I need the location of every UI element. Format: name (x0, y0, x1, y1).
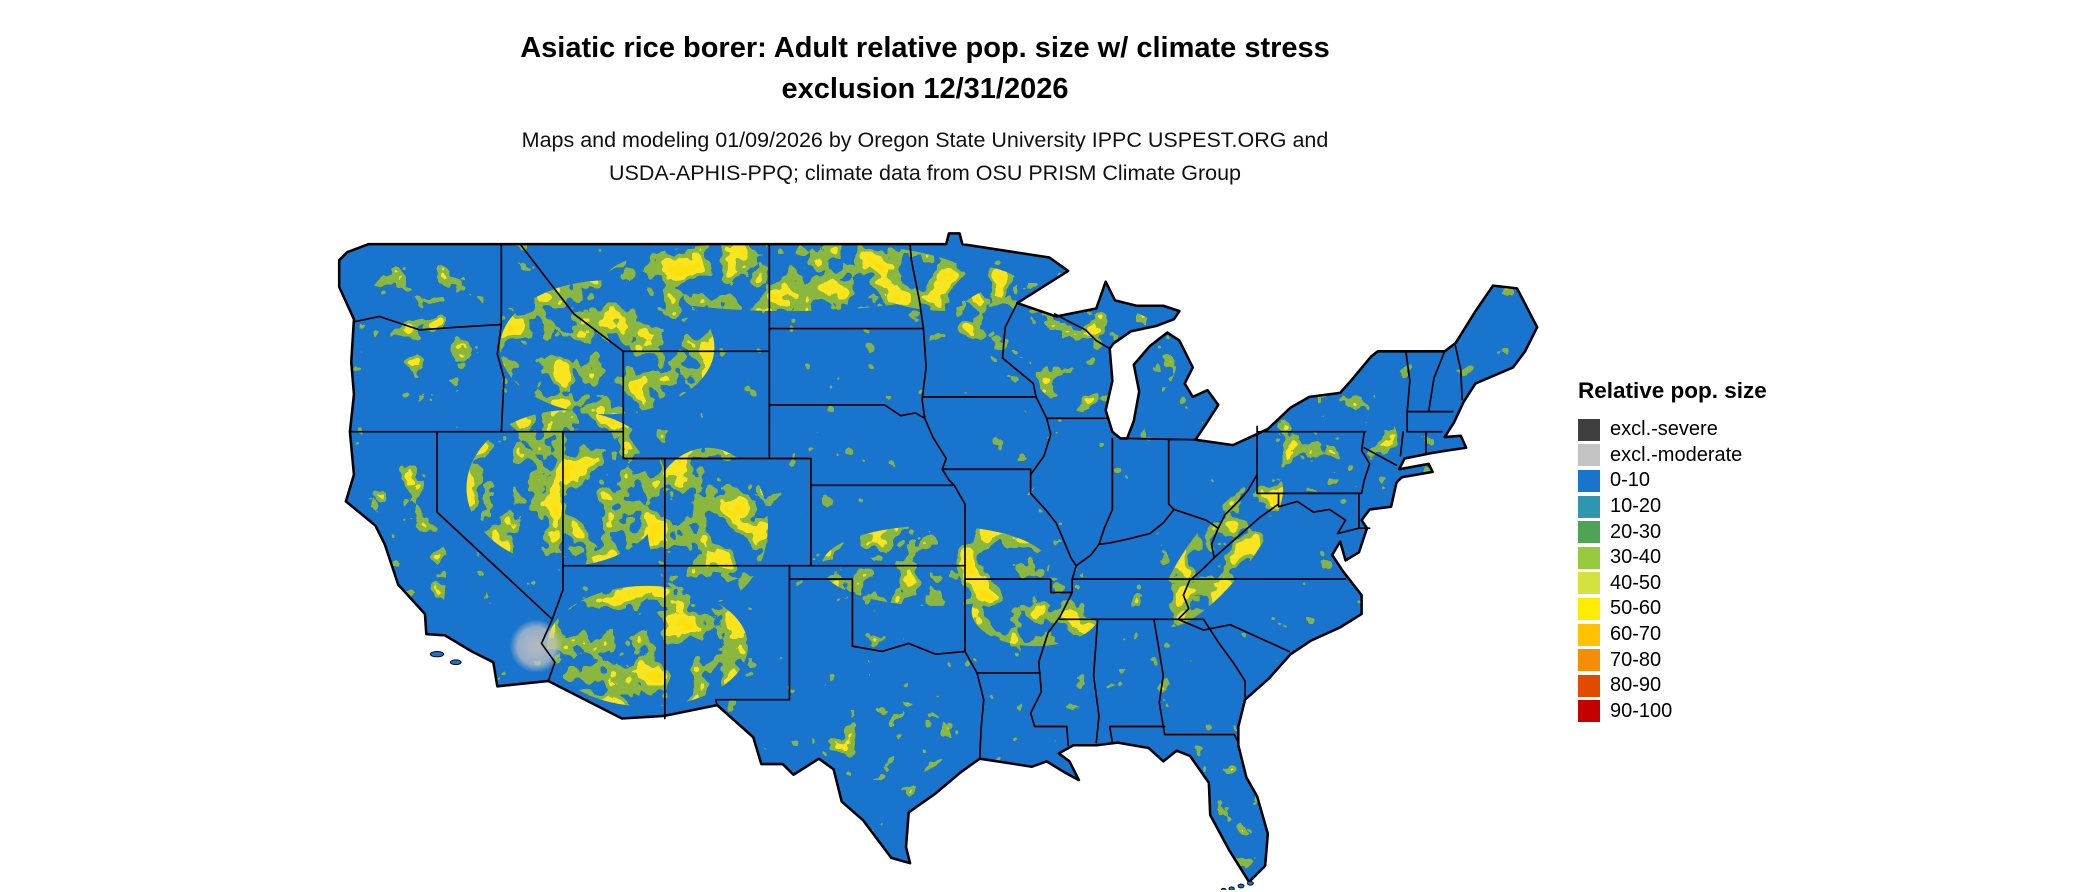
us-map (303, 220, 1568, 890)
legend-swatch (1578, 444, 1600, 467)
legend-row: 70-80 (1578, 647, 1908, 673)
legend-label: excl.-severe (1610, 418, 1718, 441)
legend: Relative pop. size excl.-severe excl.-mod… (1578, 378, 1908, 724)
state-borders (349, 243, 1463, 760)
legend-row: excl.-moderate (1578, 443, 1908, 469)
legend-label: 20-30 (1610, 520, 1662, 543)
legend-row: 30-40 (1578, 545, 1908, 571)
legend-swatch (1578, 649, 1600, 672)
legend-label: 80-90 (1610, 674, 1662, 697)
legend-label: 0-10 (1610, 469, 1651, 492)
legend-swatch (1578, 623, 1600, 646)
legend-row: 0-10 (1578, 468, 1908, 494)
legend-swatch (1578, 597, 1600, 620)
legend-title: Relative pop. size (1578, 378, 1767, 403)
legend-label: 50-60 (1610, 597, 1662, 620)
legend-row: 20-30 (1578, 519, 1908, 545)
us-map-svg (337, 232, 1539, 890)
islands (429, 651, 1254, 890)
legend-rows: excl.-severe excl.-moderate 0-10 10-20 20-30… (1578, 417, 1908, 724)
legend-label: 90-100 (1610, 699, 1673, 722)
us-outline (337, 232, 1539, 884)
legend-swatch (1578, 674, 1600, 697)
legend-swatch (1578, 418, 1600, 441)
map-subtitle-line1: Maps and modeling 01/09/2026 by Oregon S… (521, 128, 1329, 152)
legend-swatch (1578, 572, 1600, 595)
legend-row: 10-20 (1578, 494, 1908, 520)
legend-label: excl.-moderate (1610, 443, 1743, 466)
legend-label: 10-20 (1610, 495, 1662, 518)
legend-row: 80-90 (1578, 673, 1908, 699)
legend-row: 90-100 (1578, 699, 1908, 725)
legend-label: 30-40 (1610, 546, 1662, 569)
legend-label: 60-70 (1610, 623, 1662, 646)
legend-label: 40-50 (1610, 571, 1662, 594)
legend-row: 40-50 (1578, 571, 1908, 597)
legend-row: excl.-severe (1578, 417, 1908, 443)
legend-swatch (1578, 495, 1600, 518)
legend-swatch (1578, 469, 1600, 492)
legend-swatch (1578, 521, 1600, 544)
map-subtitle: Maps and modeling 01/09/2026 by Oregon S… (305, 124, 1545, 190)
map-title-line1: Asiatic rice borer: Adult relative pop. … (520, 32, 1330, 64)
map-title-line2: exclusion 12/31/2026 (781, 73, 1069, 105)
legend-label: 70-80 (1610, 648, 1662, 671)
map-title: Asiatic rice borer: Adult relative pop. … (305, 28, 1545, 110)
map-subtitle-line2: USDA-APHIS-PPQ; climate data from OSU PR… (608, 161, 1242, 185)
legend-swatch (1578, 700, 1600, 723)
exclusion-moderate-patch (509, 619, 563, 673)
legend-swatch (1578, 546, 1600, 569)
legend-row: 50-60 (1578, 596, 1908, 622)
legend-row: 60-70 (1578, 622, 1908, 648)
